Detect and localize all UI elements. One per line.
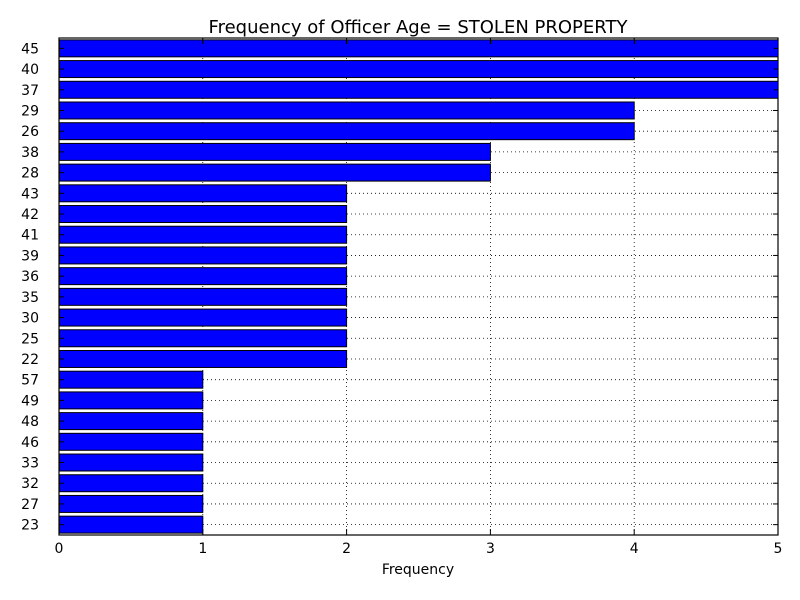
bar-27 [58,494,204,513]
y-tick-label: 38 [21,145,39,161]
bar-46 [58,432,204,451]
y-tick-label: 46 [21,435,39,451]
y-tick-label: 25 [21,331,39,347]
y-tick-label: 35 [21,290,39,306]
bar-33 [58,453,204,472]
y-tick-label: 57 [21,373,39,389]
ticks-layer: 4540372926382843424139363530252257494846… [21,38,782,557]
y-tick-label: 27 [21,497,39,513]
y-tick-label: 29 [21,103,39,119]
bar-41 [58,225,348,244]
bars-layer [58,39,779,534]
y-tick-label: 43 [21,186,39,202]
y-tick-label: 28 [21,166,39,182]
y-tick-label: 30 [21,311,39,327]
y-tick-label: 32 [21,476,39,492]
y-tick-label: 48 [21,414,39,430]
y-tick-label: 41 [21,228,39,244]
bar-43 [58,184,348,203]
bar-48 [58,412,204,431]
x-tick-label: 3 [486,541,495,557]
y-tick-label: 49 [21,393,39,409]
bar-32 [58,474,204,493]
y-tick-label: 42 [21,207,39,223]
bar-36 [58,267,348,286]
bar-57 [58,370,204,389]
x-tick-label: 4 [630,541,639,557]
y-tick-label: 39 [21,248,39,264]
plot-frame [58,37,779,536]
y-tick-label: 23 [21,518,39,534]
bar-23 [58,515,204,534]
x-axis-label: Frequency [382,562,454,578]
bar-22 [58,349,348,368]
bar-28 [58,163,491,182]
y-tick-label: 22 [21,352,39,368]
bar-42 [58,205,348,224]
bar-35 [58,287,348,306]
bar-49 [58,391,204,410]
y-tick-label: 33 [21,456,39,472]
y-tick-label: 45 [21,41,39,57]
bar-39 [58,246,348,265]
y-tick-label: 26 [21,124,39,140]
x-tick-label: 1 [198,541,207,557]
bar-25 [58,329,348,348]
bar-38 [58,142,491,161]
y-tick-label: 40 [21,62,39,78]
bar-26 [58,122,635,141]
bar-45 [58,39,779,58]
bar-29 [58,101,635,120]
y-tick-label: 37 [21,83,39,99]
chart-title: Frequency of Officer Age = STOLEN PROPER… [209,17,629,38]
bar-30 [58,308,348,327]
x-tick-label: 2 [342,541,351,557]
x-tick-label: 5 [774,541,783,557]
bar-37 [58,80,779,99]
y-tick-label: 36 [21,269,39,285]
x-tick-label: 0 [55,541,64,557]
bar-40 [58,60,779,79]
